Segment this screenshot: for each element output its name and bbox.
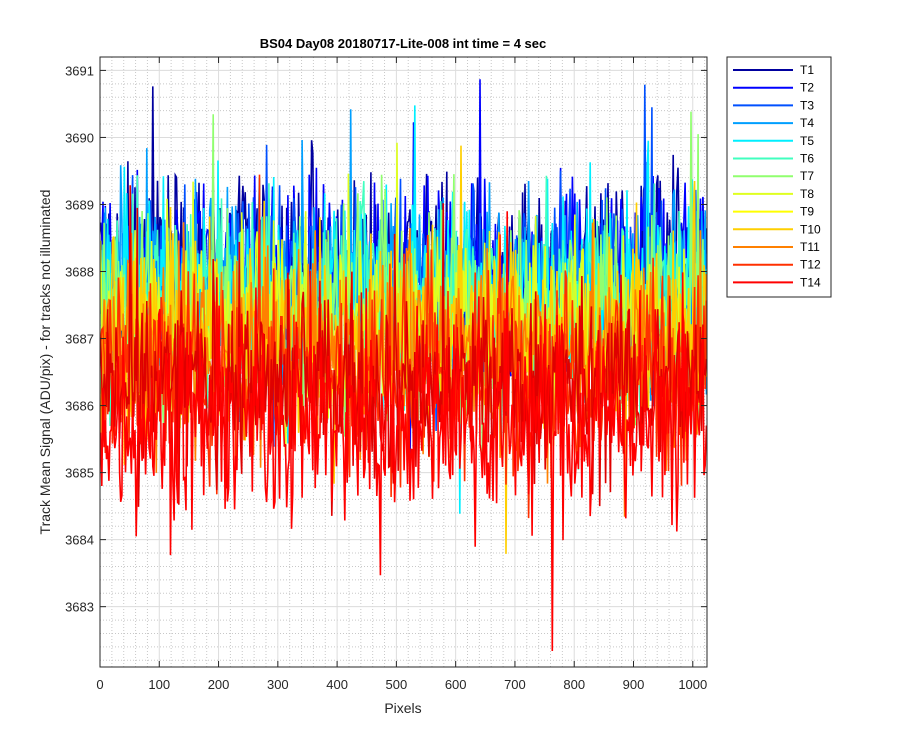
legend-label-t4: T4 <box>800 116 814 130</box>
legend-label-t5: T5 <box>800 134 814 148</box>
legend-label-t10: T10 <box>800 222 821 236</box>
y-tick-label: 3684 <box>65 533 94 548</box>
x-tick-label: 100 <box>148 677 170 692</box>
axes-box <box>99 56 708 668</box>
legend-label-t6: T6 <box>800 152 814 166</box>
y-tick-label: 3683 <box>65 600 94 615</box>
series-line-t12 <box>100 185 707 516</box>
legend-label-t8: T8 <box>800 187 814 201</box>
x-tick-label: 600 <box>445 677 467 692</box>
x-tick-label: 900 <box>623 677 645 692</box>
x-tick-label: 300 <box>267 677 289 692</box>
series-line-t10 <box>100 222 707 517</box>
x-tick-label: 700 <box>504 677 526 692</box>
legend-label-t3: T3 <box>800 98 814 112</box>
y-tick-label: 3689 <box>65 197 94 212</box>
axis-ticks <box>99 57 707 667</box>
y-tick-label: 3690 <box>65 130 94 145</box>
y-tick-label: 3691 <box>65 63 94 78</box>
legend-label-t7: T7 <box>800 169 814 183</box>
legend-label-t12: T12 <box>800 258 821 272</box>
y-axis-label: Track Mean Signal (ADU/pix) - for tracks… <box>37 190 53 535</box>
y-tick-label: 3687 <box>65 332 94 347</box>
legend: T1 T2 T3 T4 T5 T6 T7 T8 T9 T10 T11 T12 T14 <box>726 56 832 298</box>
x-tick-label: 0 <box>96 677 103 692</box>
x-tick-label: 800 <box>563 677 585 692</box>
legend-label-t14: T14 <box>800 275 821 289</box>
series-layer <box>100 79 707 652</box>
legend-label-t11: T11 <box>800 240 820 254</box>
y-tick-label: 3686 <box>65 399 94 414</box>
x-tick-label: 1000 <box>678 677 707 692</box>
x-tick-labels: 0 100 200 300 400 500 600 700 800 900 1000 <box>96 677 707 692</box>
legend-label-t9: T9 <box>800 205 814 219</box>
legend-label-t1: T1 <box>800 63 814 77</box>
chart-title: BS04 Day08 20180717-Lite-008 int time = … <box>260 36 547 51</box>
y-tick-label: 3685 <box>65 466 94 481</box>
x-tick-label: 500 <box>386 677 408 692</box>
x-tick-label: 200 <box>208 677 230 692</box>
x-axis-label: Pixels <box>384 700 421 716</box>
plot-area <box>99 56 708 668</box>
series-line-t14 <box>100 211 707 652</box>
y-tick-label: 3688 <box>65 265 94 280</box>
legend-label-t2: T2 <box>800 81 814 95</box>
y-tick-labels: 3683 3684 3685 3686 3687 3688 3689 3690 3691 <box>65 63 94 614</box>
x-tick-label: 400 <box>326 677 348 692</box>
